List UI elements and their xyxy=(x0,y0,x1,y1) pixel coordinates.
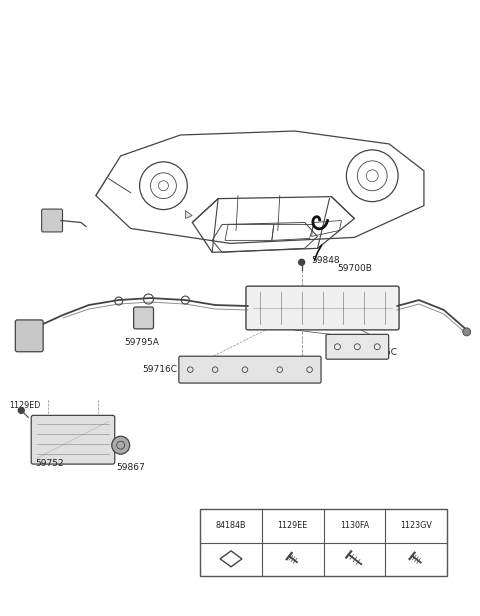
Text: 1129EE: 1129EE xyxy=(277,521,308,530)
Text: 1123GV: 1123GV xyxy=(400,521,432,530)
FancyBboxPatch shape xyxy=(133,307,154,329)
Bar xyxy=(200,509,447,577)
Circle shape xyxy=(18,407,24,413)
Circle shape xyxy=(463,328,471,336)
Text: 59700B: 59700B xyxy=(337,264,372,274)
Circle shape xyxy=(112,436,130,454)
FancyBboxPatch shape xyxy=(326,334,389,359)
Text: 59795A: 59795A xyxy=(124,338,159,347)
FancyBboxPatch shape xyxy=(246,286,399,330)
Circle shape xyxy=(299,259,305,265)
Text: 59715C: 59715C xyxy=(362,348,397,357)
FancyBboxPatch shape xyxy=(31,415,115,464)
Text: 1129ED: 1129ED xyxy=(9,401,41,410)
Polygon shape xyxy=(185,211,192,219)
Text: 84184B: 84184B xyxy=(216,521,246,530)
FancyBboxPatch shape xyxy=(42,209,62,232)
FancyBboxPatch shape xyxy=(15,320,43,352)
Text: 59716C: 59716C xyxy=(143,365,178,374)
Text: 59848: 59848 xyxy=(312,256,340,265)
Text: 59752: 59752 xyxy=(35,459,64,468)
FancyBboxPatch shape xyxy=(179,356,321,383)
Text: 1130FA: 1130FA xyxy=(340,521,369,530)
Text: 59867: 59867 xyxy=(117,463,145,472)
